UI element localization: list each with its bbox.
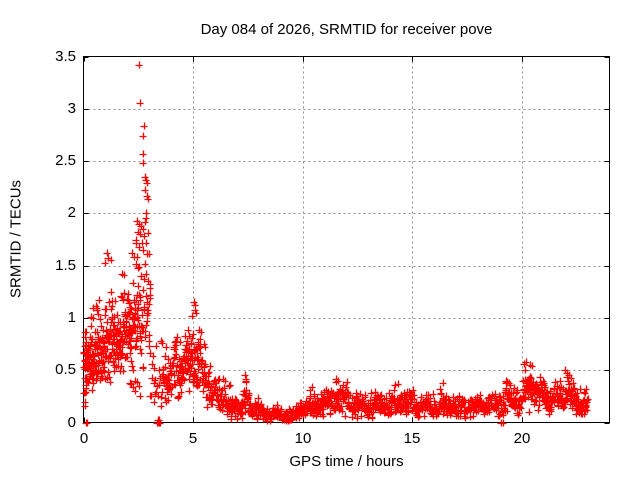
chart-title: Day 084 of 2026, SRMTID for receiver pov…: [200, 21, 493, 38]
y-axis-label-text: SRMTID / TECUs: [7, 179, 25, 299]
x-axis-label: GPS time / hours: [289, 453, 404, 470]
